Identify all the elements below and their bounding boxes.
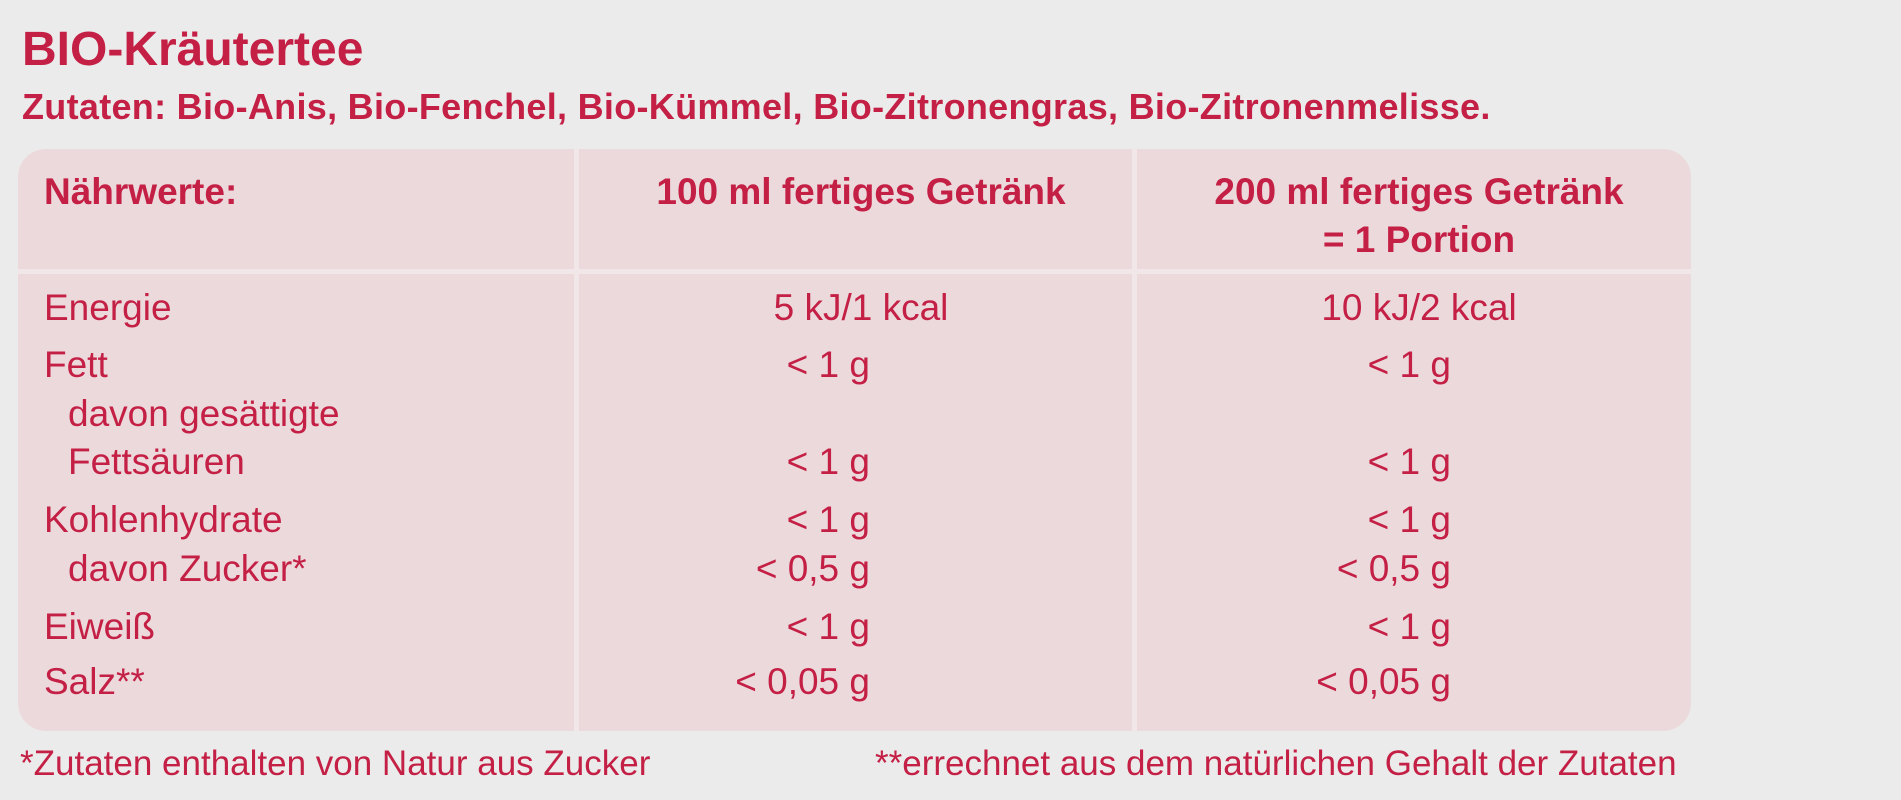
value-100ml: 5 kJ/1 kcal [773,287,949,328]
value-200ml: < 1 g [1367,606,1451,647]
nutrient-label: Fettsäuren [68,441,245,482]
value-100ml: < 1 g [786,606,870,647]
value-100ml: < 1 g [786,499,870,540]
value-100ml: < 0,5 g [755,548,870,589]
ingredients-list: Zutaten: Bio-Anis, Bio-Fenchel, Bio-Kümm… [22,86,1491,127]
column-divider [1132,149,1137,731]
nutrition-table: Nährwerte: 100 ml fertiges Getränk 200 m… [18,149,1691,731]
value-100ml: < 1 g [786,441,870,482]
nutrient-label: Eiweiß [44,606,156,647]
footnote-sugar: *Zutaten enthalten von Natur aus Zucker [20,744,651,783]
value-200ml: < 0,05 g [1316,661,1451,702]
header-nutrients: Nährwerte: [44,171,238,212]
nutrient-label: davon Zucker* [68,548,307,589]
value-200ml: < 1 g [1367,441,1451,482]
header-200ml: 200 ml fertiges Getränk [1214,171,1624,212]
value-200ml: 10 kJ/2 kcal [1321,287,1517,328]
nutrient-label: davon gesättigte [68,393,340,434]
nutrient-label: Kohlenhydrate [44,499,283,540]
header-portion: = 1 Portion [1322,219,1516,260]
column-divider [574,149,579,731]
nutrient-label: Energie [44,287,172,328]
header-divider [18,269,1691,274]
footnote-salt: **errechnet aus dem natürlichen Gehalt d… [875,744,1677,783]
product-title: BIO-Kräutertee [22,23,364,76]
header-100ml: 100 ml fertiges Getränk [656,171,1066,212]
value-100ml: < 0,05 g [735,661,870,702]
nutrient-label: Salz** [44,661,145,702]
value-200ml: < 1 g [1367,499,1451,540]
nutrient-label: Fett [44,344,108,385]
value-100ml: < 1 g [786,344,870,385]
value-200ml: < 0,5 g [1336,548,1451,589]
value-200ml: < 1 g [1367,344,1451,385]
